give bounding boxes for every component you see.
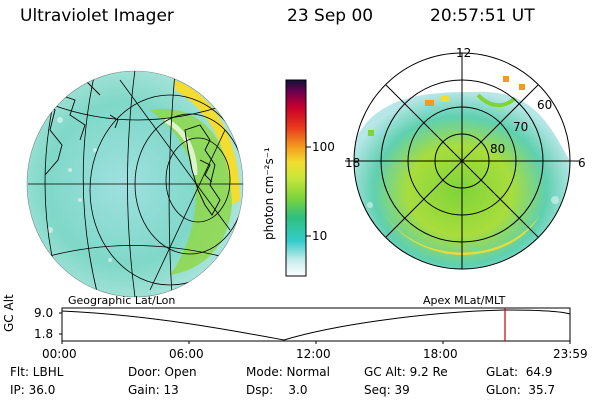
- mlt-label-18: 18: [345, 156, 361, 170]
- date-label: 23 Sep 00: [287, 6, 374, 26]
- mlat-label-70: 70: [513, 120, 529, 134]
- altitude-ylabel: GC Alt: [2, 294, 16, 332]
- status-dsp: Dsp: 3.0: [246, 383, 308, 397]
- time-label: 20:57:51 UT: [430, 6, 535, 26]
- map-noise: [47, 117, 112, 262]
- altitude-frame: [61, 307, 571, 342]
- geographic-map: [26, 70, 244, 298]
- polar-emission: [354, 91, 570, 269]
- polar-hotspots: [368, 76, 525, 136]
- altitude-curve: [61, 309, 571, 341]
- status-gc-alt: GC Alt: 9.2 Re: [364, 365, 448, 379]
- x-tick-1800: 18:00: [423, 347, 458, 361]
- mlat-label-80: 80: [490, 142, 506, 156]
- status-door: Door: Open: [128, 365, 197, 379]
- status-ip: IP: 36.0: [10, 383, 56, 397]
- polar-title: Apex MLat/MLT: [423, 294, 506, 307]
- status-glat: GLat: 64.9: [486, 365, 553, 379]
- polar-plot: [345, 52, 579, 270]
- x-tick-0600: 06:00: [169, 347, 204, 361]
- status-mode: Mode: Normal: [246, 365, 330, 379]
- status-filter: Flt: LBHL: [10, 365, 64, 379]
- colorbar-unit-label: photon cm⁻²s⁻¹: [262, 147, 276, 240]
- status-gain: Gain: 13: [128, 383, 179, 397]
- x-tick-0000: 00:00: [42, 347, 77, 361]
- colorbar-tick-10: 10: [312, 229, 328, 243]
- mlat-label-60: 60: [537, 98, 553, 112]
- colorbar-gradient: [285, 79, 307, 277]
- altitude-ytick-max: 9.0: [34, 306, 54, 320]
- altitude-plot: [59, 307, 571, 344]
- polar-grid: [345, 52, 579, 270]
- auroral-band: [150, 108, 233, 276]
- mlt-label-6: 6: [578, 156, 586, 170]
- mlt-label-12: 12: [456, 46, 472, 60]
- map-title: Geographic Lat/Lon: [68, 294, 176, 307]
- colorbar-tick-100: 100: [312, 140, 335, 154]
- altitude-ytick-min: 1.8: [34, 327, 54, 341]
- status-seq: Seq: 39: [364, 383, 410, 397]
- x-tick-1200: 12:00: [296, 347, 331, 361]
- colorbar: [285, 79, 311, 277]
- app-title: Ultraviolet Imager: [20, 6, 174, 26]
- auroral-arc-bright: [175, 80, 240, 205]
- x-tick-2359: 23:59: [553, 347, 588, 361]
- status-glon: GLon: 35.7: [486, 383, 556, 397]
